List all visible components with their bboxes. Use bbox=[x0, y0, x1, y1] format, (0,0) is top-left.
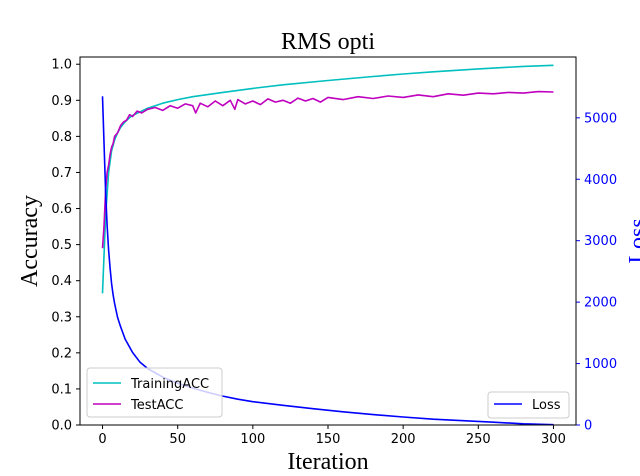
left-axis-label: Accuracy bbox=[17, 195, 43, 287]
x-axis-label: Iteration bbox=[287, 449, 368, 475]
legend-label-training: TrainingACC bbox=[130, 377, 209, 392]
x-tick-label: 150 bbox=[316, 432, 341, 447]
left-tick-label: 1.0 bbox=[51, 58, 72, 73]
chart-title: RMS opti bbox=[281, 29, 375, 55]
x-tick-label: 50 bbox=[169, 432, 186, 447]
legend-loss-box bbox=[487, 391, 570, 419]
right-tick-label: 3000 bbox=[584, 234, 617, 249]
right-tick-label: 0 bbox=[584, 419, 592, 434]
right-tick-label: 1000 bbox=[584, 357, 617, 372]
left-tick-label: 0.0 bbox=[51, 419, 72, 434]
plot-frame bbox=[79, 56, 577, 426]
legend-label-test: TestACC bbox=[130, 398, 183, 413]
x-axis-ticks: 0 50 100 150 200 250 300 bbox=[98, 425, 566, 447]
test-acc-line bbox=[101, 90, 554, 249]
right-axis-label: Loss bbox=[625, 218, 640, 263]
right-tick-label: 4000 bbox=[584, 173, 617, 188]
left-tick-label: 0.8 bbox=[51, 130, 72, 145]
x-tick-label: 250 bbox=[466, 432, 491, 447]
left-tick-label: 0.1 bbox=[51, 382, 72, 397]
right-tick-label: 5000 bbox=[584, 111, 617, 126]
x-tick-label: 300 bbox=[541, 432, 566, 447]
x-tick-label: 0 bbox=[98, 432, 106, 447]
legend-label-loss: Loss bbox=[532, 398, 561, 413]
left-tick-label: 0.3 bbox=[51, 310, 72, 325]
training-acc-line bbox=[101, 64, 554, 294]
right-tick-label: 2000 bbox=[584, 296, 617, 311]
left-tick-label: 0.7 bbox=[51, 166, 72, 181]
left-tick-label: 0.4 bbox=[51, 274, 72, 289]
left-tick-label: 0.6 bbox=[51, 202, 72, 217]
right-axis-ticks: 0 1000 2000 3000 4000 5000 bbox=[576, 111, 617, 434]
left-axis-ticks: 0.0 0.1 0.2 0.3 0.4 0.5 0.6 0.7 0.8 0.9 1.0 bbox=[51, 58, 80, 434]
x-tick-label: 100 bbox=[240, 432, 265, 447]
legend-accuracy: TrainingACC TestACC bbox=[86, 367, 223, 418]
legend-loss: Loss bbox=[487, 391, 570, 419]
x-tick-label: 200 bbox=[391, 432, 416, 447]
left-tick-label: 0.9 bbox=[51, 94, 72, 109]
left-tick-label: 0.2 bbox=[51, 346, 72, 361]
left-tick-label: 0.5 bbox=[51, 238, 72, 253]
